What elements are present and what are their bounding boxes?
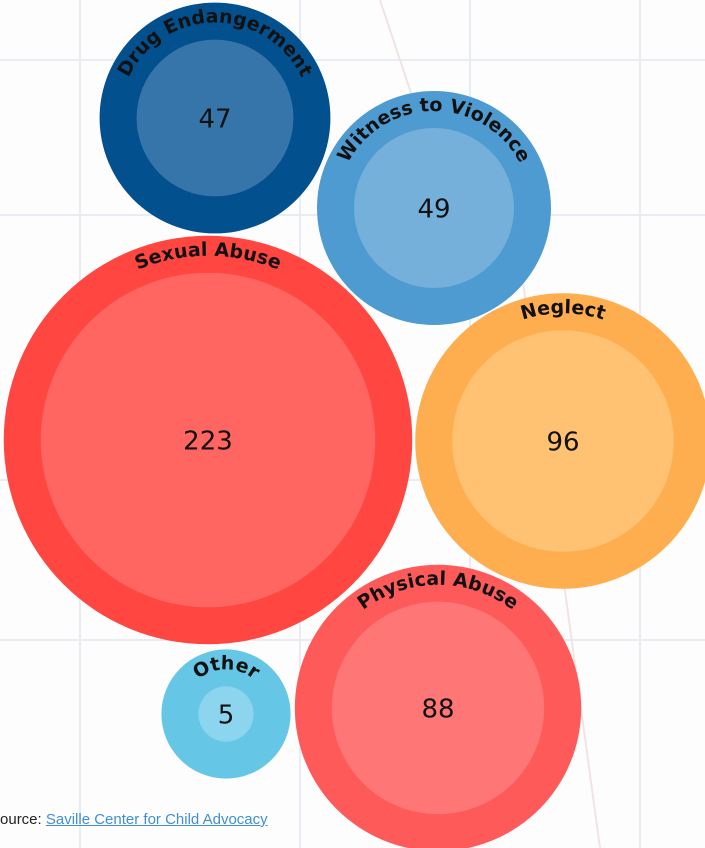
- bubble-inner: [354, 128, 514, 288]
- bubble-inner: [331, 601, 545, 815]
- value-label: 96: [546, 428, 579, 458]
- source: Source: Saville Center for Child Advocac…: [0, 811, 268, 828]
- value-label: 223: [183, 427, 233, 457]
- source-label: Source:: [0, 811, 42, 828]
- value-label: 47: [198, 105, 231, 135]
- bubble-inner: [136, 39, 294, 197]
- bubble-inner: [452, 330, 674, 552]
- value-label: 5: [218, 701, 235, 731]
- value-label: 88: [421, 695, 454, 725]
- bubble-inner: [40, 272, 376, 608]
- bubble-inner: [198, 686, 254, 742]
- source-link[interactable]: Saville Center for Child Advocacy: [45, 811, 268, 828]
- value-label: 49: [417, 195, 450, 225]
